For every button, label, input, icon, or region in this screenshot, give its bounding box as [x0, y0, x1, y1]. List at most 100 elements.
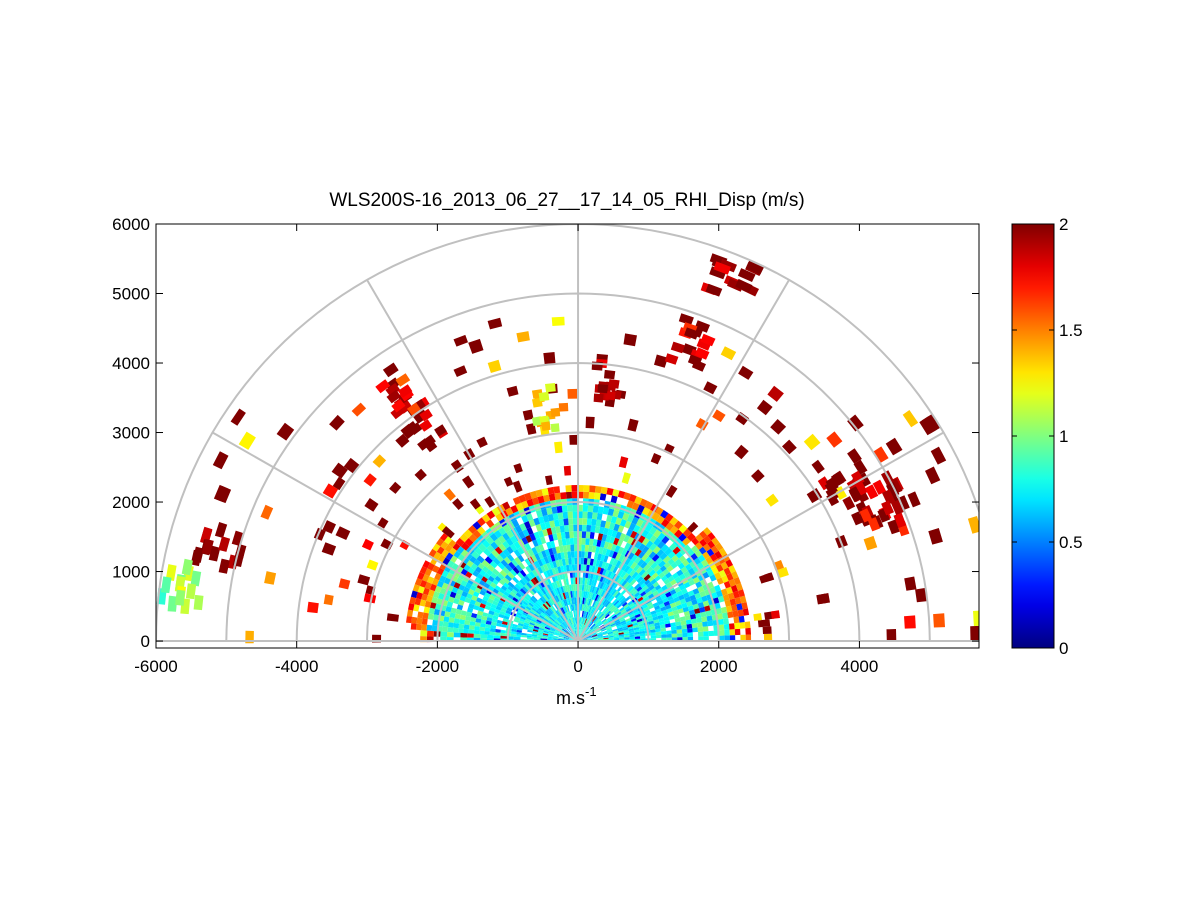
data-cell-1994: [421, 593, 428, 601]
data-cell-2323: [859, 508, 873, 523]
data-cell-133: [608, 634, 614, 637]
data-cell-2222: [407, 402, 421, 416]
data-cells: [156, 253, 979, 644]
data-cell-850: [623, 534, 631, 543]
data-cell-1273: [574, 630, 577, 638]
data-cell-1340: [518, 494, 527, 503]
data-cell-2014: [481, 615, 488, 621]
data-cell-354: [591, 632, 597, 636]
data-cell-2012: [491, 618, 498, 623]
data-cell-1701: [453, 550, 461, 559]
data-cell-481: [919, 416, 937, 436]
data-cell-189: [726, 605, 733, 613]
data-cell-744: [598, 604, 604, 611]
data-cell-1081: [583, 491, 590, 499]
data-cell-1223: [547, 486, 555, 495]
data-cell-47: [682, 632, 688, 638]
data-cell-1980: [517, 622, 524, 627]
data-cell-564: [674, 558, 682, 566]
data-cell-367: [657, 599, 664, 606]
data-cell-1893: [466, 593, 473, 600]
data-cell-2059: [408, 603, 415, 611]
data-cell-1145: [569, 531, 574, 539]
data-cell-777: [631, 546, 639, 555]
data-cell-2127: [547, 637, 553, 640]
data-cell-1905: [216, 485, 232, 504]
data-cell-593: [659, 565, 667, 572]
data-cell-731: [638, 551, 646, 559]
data-cell-1057: [587, 505, 594, 513]
data-cell-1076: [581, 524, 587, 532]
data-cell-2001: [548, 633, 554, 636]
data-cell-816: [597, 595, 603, 603]
data-cell-489: [611, 614, 617, 619]
data-cell-345: [697, 585, 705, 593]
data-cell-400: [674, 586, 682, 593]
data-cell-1460: [556, 609, 562, 617]
data-cell-2096: [537, 635, 543, 638]
data-cell-668: [660, 544, 669, 553]
data-cell-1895: [456, 588, 464, 596]
data-cell-277: [686, 600, 693, 607]
data-cell-1680: [548, 619, 554, 624]
data-cell-1950: [523, 622, 530, 626]
data-cell-191: [736, 603, 743, 611]
data-cell-1477: [382, 362, 399, 378]
data-cell-1277: [566, 605, 570, 612]
data-cell-588: [640, 582, 647, 589]
data-cell-706: [633, 564, 641, 572]
data-cell-946: [621, 472, 631, 485]
data-cell-1168: [567, 551, 572, 559]
data-cell-1564: [491, 549, 500, 558]
data-cell-631: [590, 623, 596, 629]
data-cell-1770: [437, 554, 446, 563]
data-cell-1004: [588, 565, 593, 573]
data-cell-1580: [521, 586, 529, 593]
data-cell-1279: [562, 592, 567, 600]
data-cell-1649: [536, 608, 543, 614]
data-cell-1278: [564, 598, 568, 606]
data-cell-772: [614, 574, 621, 582]
data-cell-1524: [570, 632, 576, 638]
data-cell-2211: [424, 439, 438, 453]
data-cell-2067: [542, 634, 548, 637]
data-cell-1071: [580, 557, 585, 565]
data-cell-701: [612, 590, 619, 597]
data-cell-726: [618, 578, 625, 586]
data-cell-70: [624, 635, 630, 638]
data-cell-37: [624, 637, 630, 640]
data-cell-324: [586, 635, 592, 638]
data-cell-947: [654, 354, 668, 368]
data-cell-69: [618, 635, 625, 638]
data-cell-1591: [468, 533, 478, 543]
data-cell-2006: [522, 626, 529, 630]
data-cell-2253: [608, 379, 620, 389]
data-cell-2045: [485, 620, 492, 625]
data-cell-2149: [431, 625, 438, 632]
data-cell-465: [665, 582, 673, 589]
data-cell-2046: [480, 619, 487, 624]
data-cell-181: [684, 615, 691, 621]
data-cell-603: [703, 527, 712, 536]
data-cell-1992: [431, 596, 438, 604]
data-cell-554: [634, 591, 641, 598]
data-cell-1185: [572, 604, 575, 611]
data-cell-68: [613, 636, 620, 639]
data-cell-1083: [585, 416, 595, 429]
data-cell-225: [592, 635, 598, 638]
data-cell-1082: [583, 485, 590, 492]
data-cell-1568: [472, 530, 482, 539]
data-cell-1149: [567, 504, 573, 512]
data-cell-1935: [429, 583, 437, 592]
data-cell-1179: [554, 441, 563, 454]
data-cell-1719: [521, 603, 527, 608]
data-cell-2279: [746, 260, 765, 275]
data-cell-1217: [555, 526, 561, 534]
data-cell-412: [930, 446, 947, 465]
data-cell-1380: [534, 553, 541, 561]
data-cell-1566: [481, 539, 491, 549]
data-cell-1762: [478, 579, 486, 587]
data-cell-526: [627, 600, 634, 606]
data-cell-1664: [473, 559, 481, 567]
data-cell-1721: [512, 597, 519, 603]
